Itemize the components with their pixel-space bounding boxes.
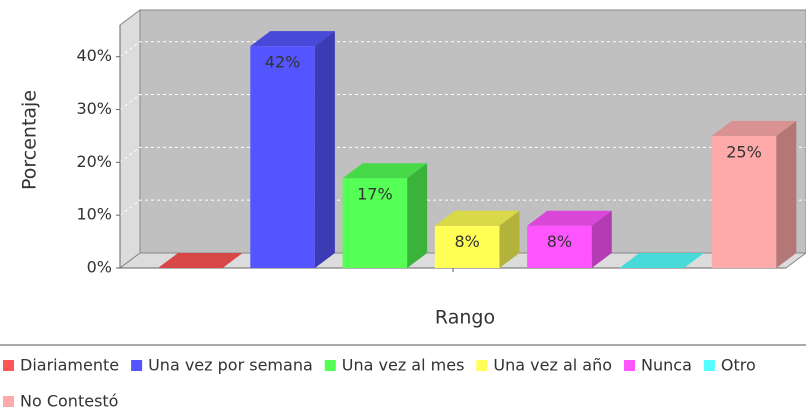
legend-label: Una vez al año — [493, 356, 612, 375]
bar-top — [619, 253, 705, 268]
bar-side — [314, 31, 335, 269]
legend-swatch — [3, 396, 14, 407]
bar — [342, 163, 428, 268]
bar-side — [776, 120, 797, 268]
data-label: 42% — [265, 53, 301, 72]
grid-line — [119, 94, 806, 110]
bar-top — [527, 210, 612, 226]
bar-side — [499, 210, 520, 268]
grid-line — [119, 199, 806, 216]
y-tick-label: 20% — [76, 152, 112, 171]
data-label: 25% — [726, 142, 762, 161]
bar-front — [711, 135, 777, 268]
y-tick-label: 10% — [76, 205, 112, 224]
legend-swatch — [476, 360, 488, 371]
legend-label: No Contestó — [20, 392, 118, 411]
data-label: 17% — [357, 185, 393, 204]
data-label: 8% — [454, 232, 479, 251]
bar — [527, 210, 612, 268]
bar-front — [527, 225, 592, 268]
bar-front — [250, 46, 315, 269]
bar — [711, 120, 797, 268]
bar-top — [711, 120, 797, 136]
y-tick-label: 0% — [87, 258, 112, 277]
bar-side — [407, 163, 428, 268]
legend-swatch — [131, 360, 143, 371]
bar-top — [158, 253, 243, 268]
legend-label: Diariamente — [20, 356, 119, 375]
legend-swatch — [324, 360, 336, 371]
bar-top — [250, 31, 335, 47]
data-label: 8% — [547, 232, 572, 251]
legend-swatch — [703, 360, 715, 371]
bar — [158, 253, 243, 268]
y-tick-label: 30% — [76, 99, 112, 118]
bar — [619, 253, 705, 268]
bar — [434, 210, 520, 268]
legend-label: Nunca — [641, 356, 692, 375]
legend-swatch — [624, 360, 636, 371]
bar-front — [342, 178, 408, 268]
bar-front — [434, 225, 500, 268]
bar-side — [591, 210, 612, 268]
legend-label: Una vez al mes — [342, 356, 465, 375]
y-axis-title: Porcentaje — [19, 90, 41, 190]
bar-top — [434, 210, 520, 226]
legend-swatch — [3, 360, 14, 371]
legend-label: Otro — [721, 356, 756, 375]
x-axis-title: Rango — [435, 307, 495, 329]
grid-line — [119, 146, 806, 163]
bar — [250, 31, 335, 269]
bar-top — [342, 163, 428, 179]
y-tick-label: 40% — [76, 46, 112, 65]
legend-label: Una vez por semana — [148, 356, 313, 375]
grid-line — [119, 41, 806, 58]
